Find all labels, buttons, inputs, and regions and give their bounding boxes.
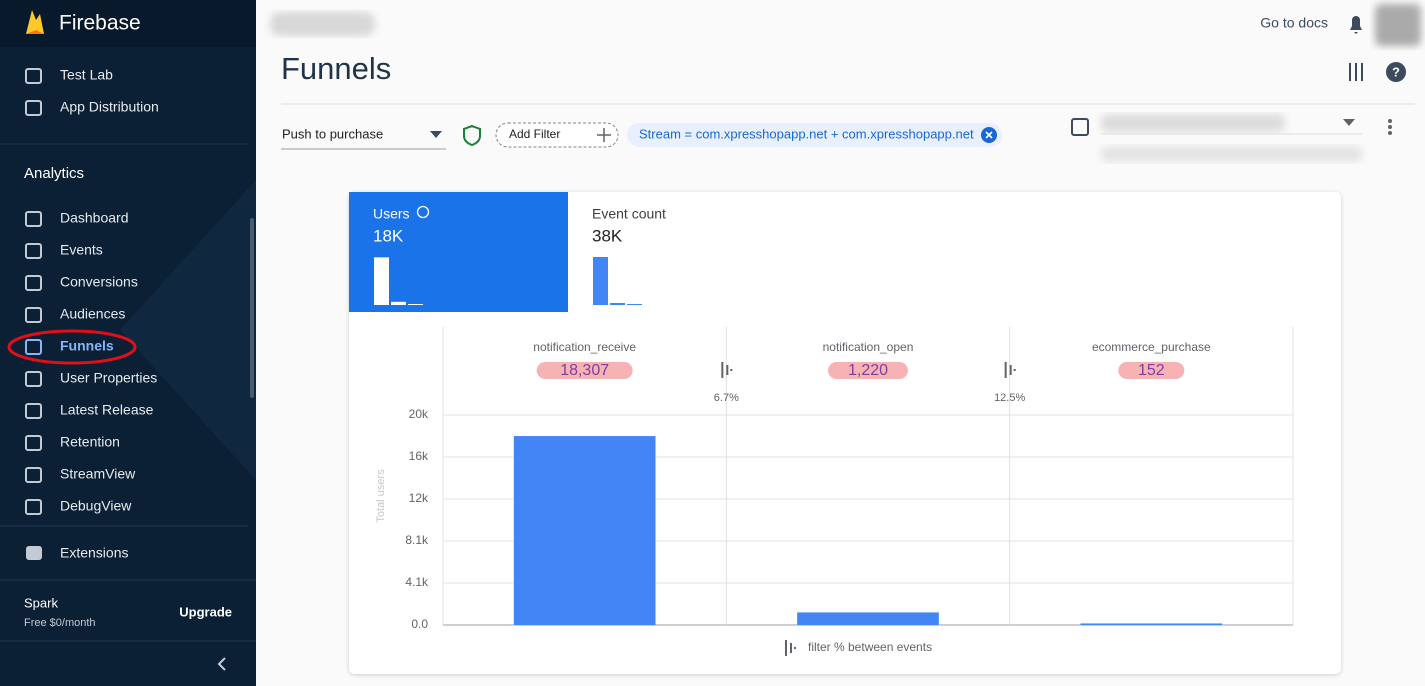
plan: Spark [24,595,58,610]
info-icon[interactable] [416,205,430,219]
add-filter-button[interactable] [495,122,619,148]
category-label: ecommerce_purchase [1092,340,1211,354]
more-icon[interactable] [1388,119,1392,135]
tab-value: 38K [592,226,623,245]
value-highlight [536,362,633,379]
plan-price: Free $0/month [24,617,96,629]
blurred-date [1101,114,1285,132]
conversion-label: 12.5% [994,392,1025,404]
page-title: Funnels [281,51,391,86]
nav-icon [25,435,42,451]
y-tick-label: 12k [409,491,429,505]
users-sparkbar [391,301,406,305]
nav-item[interactable]: User Properties [60,370,157,386]
sidebar-shape [120,180,256,480]
nav-icon [25,339,42,355]
value-label: 1,220 [848,362,888,379]
nav-item[interactable]: Latest Release [60,402,154,418]
y-tick-label: 4.1k [405,575,429,589]
settings-icon[interactable] [1349,63,1363,81]
funnel-step-icon [785,640,796,656]
category-label: notification_open [823,340,914,354]
avatar[interactable] [1375,4,1421,46]
nav-icon [25,307,42,323]
nav-item[interactable]: Audiences [60,306,125,322]
y-axis-label: Total users [375,469,387,523]
nav-item[interactable]: StreamView [60,466,136,482]
dropdown-arrow [1343,119,1355,126]
dropdown-arrow [430,131,442,138]
users-sparkbar [374,257,389,305]
highlight-annotation [7,329,137,365]
category-label: notification_receive [533,340,636,354]
nav-item[interactable]: Events [60,242,103,258]
tab-label: Users [373,206,410,222]
bar [1080,623,1223,625]
stream-label: Stream = com.xpresshopapp.net + com.xpre… [639,126,974,141]
plus-icon [597,128,611,142]
conversion-label: 6.7% [714,392,739,404]
bar [513,436,656,625]
tab-value: 18K [373,226,404,245]
logo-shade [26,30,44,34]
nav-icon [25,275,42,291]
nav-icon [25,68,42,84]
value-highlight [828,362,908,379]
brand-bar [0,0,256,47]
y-tick-label: 0.0 [411,617,428,631]
nav-icon [25,371,42,387]
bell-icon[interactable] [1350,16,1362,34]
users-sparkbar [408,304,423,305]
y-tick-label: 20k [409,407,429,421]
bar [797,612,939,625]
upgrade-button[interactable]: Upgrade [179,604,232,619]
funnel-select[interactable]: Push to purchase [282,126,383,141]
nav-icon [25,467,42,483]
blurred-project [270,12,375,36]
nav-icon [25,499,42,515]
nav-icon [26,546,42,560]
nav-item[interactable]: Extensions [60,545,128,561]
nav-icon [25,403,42,419]
nav-item[interactable]: Conversions [60,274,138,290]
section-title: Analytics [24,165,84,182]
add-filter-label: Add Filter [509,127,560,141]
funnel-step-icon [721,362,733,378]
y-tick-label: 8.1k [405,533,429,547]
nav-item[interactable]: Dashboard [60,210,129,226]
nav-item[interactable]: Retention [60,434,120,450]
tab-label[interactable]: Event count [592,206,666,222]
stream-chip[interactable] [627,123,1002,147]
help-glyph: ? [1392,64,1400,79]
nav-item[interactable]: App Distribution [60,99,159,115]
nav-item[interactable]: DebugView [60,498,132,514]
funnel-step-icon [1004,362,1016,378]
value-label: 152 [1138,362,1165,379]
nav-icon [25,243,42,259]
event-count-sparkbars [593,257,642,305]
logo [26,10,44,34]
footer-note: filter % between events [808,640,932,654]
value-highlight [1118,362,1185,379]
shield-icon [463,124,481,147]
docs-link[interactable]: Go to docs [1260,15,1328,31]
blurred-compare [1101,146,1362,162]
collapse-icon[interactable] [217,657,226,671]
nav-item[interactable]: Test Lab [60,67,113,83]
brand: Firebase [59,12,141,35]
value-label: 18,307 [560,362,609,379]
help-icon[interactable] [1386,62,1406,82]
chip-close-x [985,131,993,139]
y-tick-label: 16k [409,449,429,463]
calendar-icon[interactable] [1071,118,1089,136]
nav-icon [25,100,42,116]
nav-icon [25,211,42,227]
scrollbar [250,218,254,398]
nav-item[interactable]: Funnels [60,338,114,354]
